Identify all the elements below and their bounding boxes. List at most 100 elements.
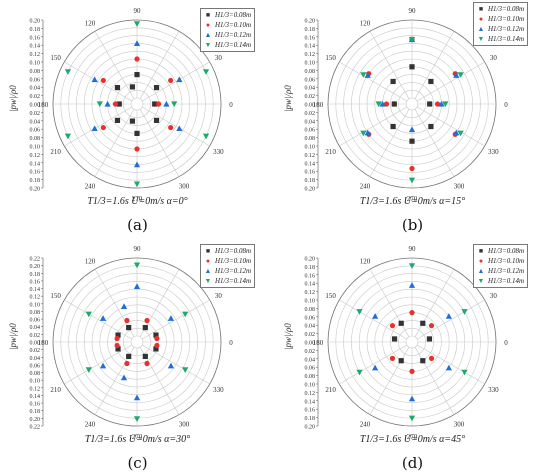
radial-tick-label: 0.10 bbox=[30, 61, 41, 67]
data-point-series-2 bbox=[124, 317, 130, 324]
data-point-series-3 bbox=[120, 303, 128, 309]
data-point-series-4 bbox=[408, 263, 416, 269]
radial-tick-label: 0.20 bbox=[305, 425, 316, 431]
legend-label: H1/3=0.08m bbox=[488, 247, 525, 255]
panel-a: 0 30 90 120 150 180 210 240 270 300 330 0.20 0.18 0.1… bbox=[0, 0, 275, 238]
legend-label: H1/3=0.12m bbox=[488, 267, 525, 275]
radial-tick-label: 0.04 bbox=[30, 86, 41, 92]
radial-tick-label: 0.12 bbox=[30, 386, 41, 392]
data-point-series-3 bbox=[133, 394, 141, 401]
legend-entry: ▼ H1/3=0.14m bbox=[204, 40, 252, 50]
legend-label: H1/3=0.12m bbox=[215, 31, 252, 39]
angle-label: 240 bbox=[85, 182, 96, 190]
angle-label: 0 bbox=[504, 339, 508, 347]
data-point-series-1 bbox=[129, 84, 136, 90]
radial-tick-label: 0.08 bbox=[30, 310, 41, 316]
data-point-series-2 bbox=[144, 360, 150, 367]
grid-spoke bbox=[142, 344, 210, 385]
radial-tick-label: 0.06 bbox=[30, 318, 41, 324]
data-point-series-1 bbox=[134, 72, 140, 78]
grid-spoke bbox=[417, 344, 485, 385]
data-point-series-3 bbox=[104, 100, 111, 107]
legend-entry: ● H1/3=0.10m bbox=[477, 256, 524, 266]
legend-label: H1/3=0.10m bbox=[215, 21, 252, 29]
radial-tick-label: 0.20 bbox=[30, 187, 41, 193]
data-point-series-1 bbox=[126, 324, 132, 331]
legend-marker-icon: ■ bbox=[205, 247, 211, 255]
legend-entry: ■ H1/3=0.08m bbox=[477, 246, 524, 256]
legend-marker-icon: ■ bbox=[478, 247, 484, 255]
data-point-series-2 bbox=[389, 355, 396, 361]
angle-label: 210 bbox=[325, 148, 336, 156]
angle-label: 30 bbox=[215, 54, 223, 62]
data-point-series-1 bbox=[426, 336, 433, 342]
radial-tick-label: 0.10 bbox=[30, 145, 41, 151]
radial-tick-label: 0.16 bbox=[30, 279, 41, 285]
radial-tick-label: 0.14 bbox=[305, 399, 316, 405]
radial-tick-label: 0.22 bbox=[30, 425, 41, 431]
grid-spoke bbox=[142, 299, 210, 340]
data-point-series-1 bbox=[126, 353, 132, 360]
legend-marker-icon: ▲ bbox=[477, 267, 485, 275]
ylabel-d: |pw|/ρ0 bbox=[283, 323, 293, 350]
data-point-series-3 bbox=[167, 362, 175, 369]
angle-label: 30 bbox=[490, 292, 498, 300]
data-point-series-4 bbox=[408, 415, 416, 422]
radial-tick-label: 0.04 bbox=[305, 324, 316, 330]
data-point-series-4 bbox=[408, 177, 416, 184]
data-point-series-3 bbox=[133, 161, 141, 168]
radial-tick-label: 0.18 bbox=[30, 272, 41, 278]
legend-label: H1/3=0.10m bbox=[488, 15, 525, 23]
data-point-series-1 bbox=[428, 123, 434, 130]
legend-marker-icon: ■ bbox=[205, 11, 211, 19]
data-point-series-2 bbox=[134, 146, 140, 152]
angle-label: 300 bbox=[179, 182, 190, 190]
angle-label: 270 bbox=[132, 195, 143, 203]
radial-tick-label: 0.20 bbox=[305, 187, 316, 193]
radial-tick-label: 0.18 bbox=[305, 27, 316, 33]
radial-tick-label: 0.22 bbox=[30, 257, 41, 263]
radial-tick-label: 0.12 bbox=[305, 290, 316, 296]
legend-entry: ● H1/3=0.10m bbox=[477, 14, 524, 24]
data-point-series-4 bbox=[202, 69, 210, 75]
radial-tick-label: 0.02 bbox=[30, 111, 41, 117]
radial-tick-label: 0.02 bbox=[305, 349, 316, 355]
legend-label: H1/3=0.08m bbox=[488, 5, 525, 13]
data-point-series-4 bbox=[64, 69, 72, 75]
data-point-series-2 bbox=[114, 335, 120, 342]
radial-tick-label: 0.18 bbox=[305, 416, 316, 422]
radial-tick-label: 0.14 bbox=[305, 161, 316, 167]
grid-spoke bbox=[414, 109, 455, 177]
legend-marker-icon: ▼ bbox=[204, 41, 212, 49]
radial-tick-label: 0.14 bbox=[305, 44, 316, 50]
legend-marker-icon: ▼ bbox=[477, 35, 485, 43]
radial-tick-label: 0.06 bbox=[305, 366, 316, 372]
data-point-series-4 bbox=[356, 309, 363, 315]
data-point-series-2 bbox=[409, 368, 415, 374]
panel-b: 0 30 90 120 150 180 210 240 270 300 330 0.20 0.18 0.1… bbox=[275, 0, 550, 238]
data-point-series-4 bbox=[133, 181, 141, 188]
data-point-series-1 bbox=[134, 130, 140, 136]
angle-label: 330 bbox=[488, 386, 499, 394]
data-point-series-4 bbox=[457, 130, 464, 137]
data-point-series-4 bbox=[85, 367, 92, 373]
radial-tick-label: 0.16 bbox=[30, 35, 41, 41]
grid-spoke bbox=[369, 347, 410, 415]
data-point-series-1 bbox=[420, 320, 426, 326]
radial-tick-label: 0.04 bbox=[305, 86, 316, 92]
data-point-series-2 bbox=[154, 342, 160, 349]
radial-tick-label: 0.08 bbox=[305, 374, 316, 380]
data-point-series-4 bbox=[461, 369, 468, 376]
data-point-series-2 bbox=[428, 355, 435, 361]
legend-b: ■ H1/3=0.08m ● H1/3=0.10m ▲ H1/3=0.12m ▼ H1/3=0… bbox=[473, 2, 529, 46]
radial-tick-label: 0.16 bbox=[30, 402, 41, 408]
radial-tick-label: 0.18 bbox=[30, 409, 41, 415]
radial-tick-label: 0.08 bbox=[30, 371, 41, 377]
data-point-series-4 bbox=[375, 101, 382, 108]
radial-tick-label: 0.08 bbox=[30, 69, 41, 75]
data-point-series-4 bbox=[133, 262, 141, 269]
data-point-series-2 bbox=[168, 77, 174, 84]
legend-marker-icon: ● bbox=[478, 15, 484, 23]
ylabel-b: |pw|/ρ0 bbox=[283, 85, 293, 112]
legend-entry: ■ H1/3=0.08m bbox=[204, 10, 251, 20]
